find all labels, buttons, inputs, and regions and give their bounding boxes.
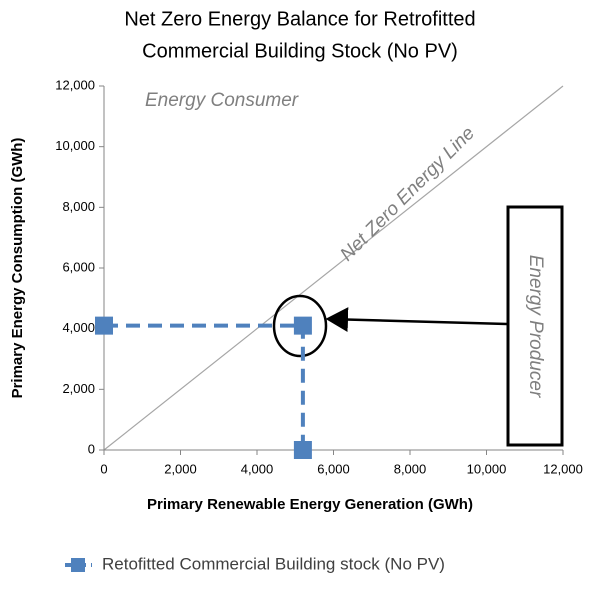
data-point bbox=[293, 316, 312, 335]
chart-title: Net Zero Energy Balance for Retrofitted bbox=[124, 8, 475, 30]
data-point bbox=[95, 316, 113, 335]
annotation: Energy Consumer bbox=[145, 90, 299, 111]
annotation-box bbox=[506, 205, 564, 447]
x-tick-label: 4,000 bbox=[241, 461, 274, 476]
x-tick-label: 8,000 bbox=[394, 461, 427, 476]
series-line bbox=[104, 323, 305, 450]
y-tick-label: 4,000 bbox=[62, 320, 95, 335]
y-tick-label: 10,000 bbox=[55, 138, 95, 153]
x-tick-label: 0 bbox=[100, 461, 107, 476]
annotation: Energy Producer bbox=[525, 255, 546, 398]
y-tick-label: 0 bbox=[88, 441, 95, 456]
y-tick-label: 12,000 bbox=[55, 77, 95, 92]
reference-line bbox=[103, 85, 564, 451]
y-tick-label: 6,000 bbox=[62, 259, 95, 274]
legend-label: Retofitted Commercial Building stock (No… bbox=[102, 554, 445, 573]
arrow bbox=[325, 307, 508, 333]
reference-line-label: Net Zero Energy Line bbox=[337, 123, 480, 266]
x-tick-label: 6,000 bbox=[317, 461, 350, 476]
data-point bbox=[293, 441, 312, 459]
x-tick-label: 10,000 bbox=[467, 461, 507, 476]
chart-title: Commercial Building Stock (No PV) bbox=[142, 40, 458, 62]
legend-marker bbox=[71, 558, 85, 572]
x-tick-label: 12,000 bbox=[543, 461, 583, 476]
highlight-circle bbox=[272, 294, 328, 358]
y-tick-label: 2,000 bbox=[62, 381, 95, 396]
x-axis-label: Primary Renewable Energy Generation (GWh… bbox=[147, 496, 473, 513]
y-tick-label: 8,000 bbox=[62, 199, 95, 214]
x-tick-label: 2,000 bbox=[164, 461, 197, 476]
y-axis-label: Primary Energy Consumption (GWh) bbox=[9, 138, 26, 399]
